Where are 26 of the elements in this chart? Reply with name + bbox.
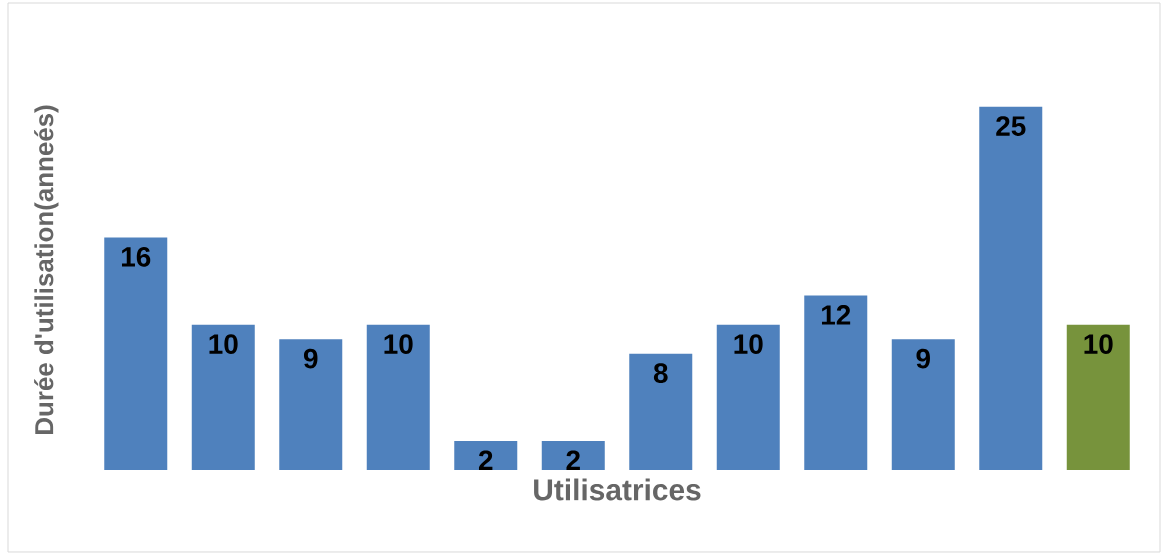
bar xyxy=(716,324,780,470)
bar xyxy=(979,106,1043,470)
data-label: 10 xyxy=(209,334,238,354)
bar xyxy=(366,324,430,470)
data-label: 12 xyxy=(822,305,851,325)
data-label: 8 xyxy=(653,363,668,383)
data-label: 25 xyxy=(996,116,1026,136)
bar xyxy=(279,339,343,470)
data-label: 16 xyxy=(122,246,151,267)
bar xyxy=(104,237,168,470)
y-axis-title: Durée d'utilisation(anneés) xyxy=(34,105,59,434)
data-label: 9 xyxy=(303,348,318,369)
data-label: 9 xyxy=(916,348,930,369)
data-label: 2 xyxy=(566,450,580,470)
bar xyxy=(191,324,255,470)
data-label: 10 xyxy=(1084,334,1113,354)
bar xyxy=(804,295,868,470)
bar xyxy=(629,353,693,470)
x-axis-title: Utilisatrices xyxy=(534,478,701,501)
data-label: 2 xyxy=(478,450,493,470)
bar xyxy=(1066,324,1130,470)
bar xyxy=(891,339,955,470)
data-label: 10 xyxy=(734,334,763,354)
bar xyxy=(541,440,605,470)
bar xyxy=(454,440,518,470)
data-label: 10 xyxy=(384,334,413,354)
